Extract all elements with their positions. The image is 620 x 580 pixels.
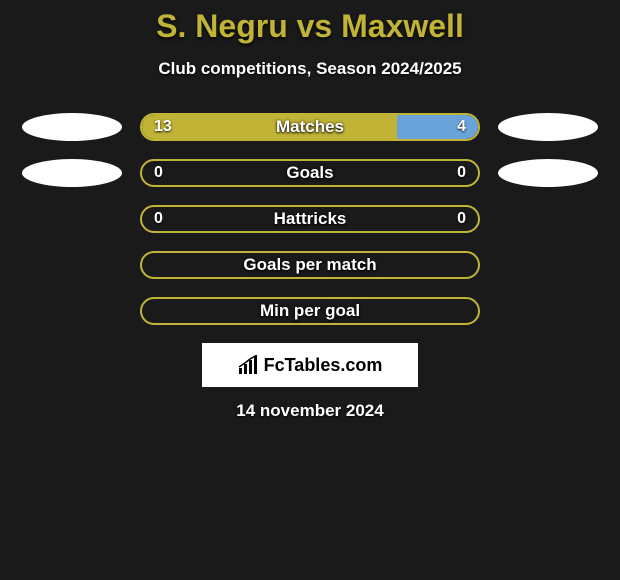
stat-value-right: 0 [457,210,466,228]
stat-label: Matches [142,117,478,137]
stat-label: Goals [142,163,478,183]
page-title: S. Negru vs Maxwell [0,8,620,45]
stat-row: Goals per match [0,251,620,279]
player-left-avatar [22,113,122,141]
stat-row: Min per goal [0,297,620,325]
stat-bar: 0Goals0 [140,159,480,187]
stat-bar: 0Hattricks0 [140,205,480,233]
player-left-avatar [22,159,122,187]
comparison-container: S. Negru vs Maxwell Club competitions, S… [0,0,620,421]
player-right-avatar [498,113,598,141]
stat-label: Min per goal [142,301,478,321]
stat-bar: Goals per match [140,251,480,279]
stat-label: Hattricks [142,209,478,229]
stat-bar: Min per goal [140,297,480,325]
page-subtitle: Club competitions, Season 2024/2025 [0,59,620,79]
stat-row: 0Hattricks0 [0,205,620,233]
stat-label: Goals per match [142,255,478,275]
chart-icon [238,355,260,375]
stat-bar: 13Matches4 [140,113,480,141]
stat-value-right: 4 [457,118,466,136]
player-right-avatar [498,159,598,187]
date-label: 14 november 2024 [0,401,620,421]
brand-text: FcTables.com [264,355,383,376]
stats-rows: 13Matches40Goals00Hattricks0Goals per ma… [0,113,620,325]
stat-row: 13Matches4 [0,113,620,141]
stat-value-right: 0 [457,164,466,182]
brand-logo[interactable]: FcTables.com [202,343,418,387]
stat-row: 0Goals0 [0,159,620,187]
